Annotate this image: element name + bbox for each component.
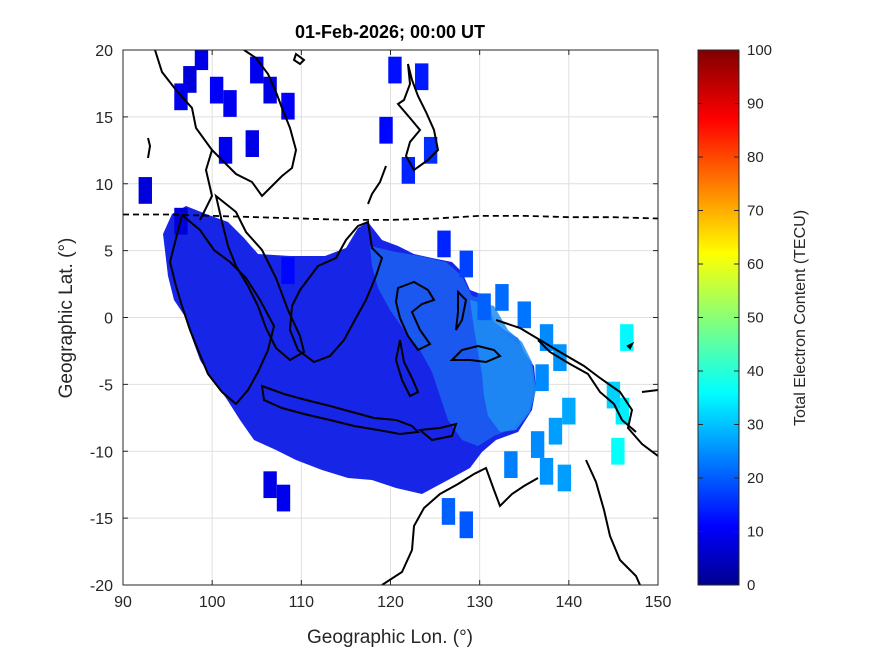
- colorbar-label: Total Electron Content (TECU): [792, 210, 809, 426]
- tec-cell: [415, 63, 429, 91]
- tec-cell: [281, 92, 295, 120]
- y-tick-label: 15: [95, 110, 113, 127]
- y-axis-ticks: -20 -15 -10 -5 0 5 10 15 20: [90, 43, 658, 595]
- tec-cell: [138, 177, 152, 204]
- tec-cell: [535, 364, 549, 392]
- tec-cell: [459, 250, 473, 278]
- y-tick-label: -20: [90, 578, 113, 595]
- x-tick-label: 110: [289, 594, 315, 611]
- tec-cell: [548, 417, 563, 445]
- tec-cell: [477, 293, 491, 321]
- tec-cell: [276, 484, 291, 512]
- tec-cell: [379, 116, 393, 144]
- colorbar-tick-label: 0: [747, 577, 755, 594]
- colorbar-tick-label: 30: [747, 417, 764, 434]
- colorbar-tick-label: 20: [747, 470, 764, 487]
- y-axis-label: Geographic Lat. (°): [56, 238, 77, 399]
- tec-cell: [441, 498, 456, 525]
- colorbar-tick-label: 10: [747, 524, 764, 541]
- tec-cell: [401, 157, 416, 184]
- tec-region-far-east: [470, 300, 536, 432]
- y-tick-label: 10: [95, 177, 113, 194]
- tec-cell: [194, 50, 209, 71]
- tec-cell: [218, 136, 233, 164]
- tec-cell: [250, 56, 264, 84]
- y-tick-label: 5: [104, 244, 113, 261]
- coastlines: [147, 50, 658, 585]
- x-tick-label: 140: [555, 594, 582, 611]
- y-tick-label: -15: [90, 511, 113, 528]
- tec-cell: [539, 457, 554, 485]
- tec-cell: [281, 257, 295, 285]
- colorbar-tick-label: 50: [747, 310, 764, 327]
- tec-cell: [223, 90, 237, 117]
- tec-cell: [245, 130, 259, 157]
- tec-map: [163, 206, 536, 494]
- tec-cell: [423, 136, 438, 164]
- chart-title: 01-Feb-2026; 00:00 UT: [295, 22, 485, 42]
- tec-cell: [263, 471, 277, 499]
- y-tick-label: 20: [95, 43, 113, 60]
- colorbar: [697, 49, 740, 586]
- colorbar-tick-label: 80: [747, 149, 764, 166]
- x-tick-label: 90: [114, 594, 132, 611]
- colorbar-tick-label: 100: [747, 42, 772, 59]
- x-tick-label: 120: [377, 594, 404, 611]
- tec-cell: [388, 56, 402, 84]
- y-tick-label: -5: [99, 377, 113, 394]
- x-tick-label: 150: [645, 594, 672, 611]
- colorbar-tick-label: 60: [747, 256, 764, 273]
- x-axis-ticks: 90 100 110 120 130 140 150: [114, 50, 671, 611]
- tec-cell: [459, 511, 473, 539]
- x-axis-label: Geographic Lon. (°): [307, 627, 473, 648]
- colorbar-tick-label: 90: [747, 96, 764, 113]
- tec-cell: [263, 76, 277, 104]
- tec-cell: [562, 397, 576, 425]
- colorbar-tick-label: 70: [747, 203, 764, 220]
- x-tick-label: 130: [466, 594, 493, 611]
- tec-cell: [437, 230, 451, 258]
- tec-cell: [504, 451, 518, 478]
- y-tick-label: -10: [90, 444, 113, 461]
- tec-cell: [611, 437, 625, 465]
- colorbar-tick-label: 40: [747, 363, 764, 380]
- tec-cell: [517, 301, 531, 329]
- tec-cell: [530, 431, 545, 458]
- tec-cell: [557, 464, 572, 492]
- colorbar-ticks: 0 10 20 30 40 50 60 70 80 90 100: [698, 42, 772, 594]
- tec-cell: [495, 284, 509, 311]
- x-tick-label: 100: [199, 594, 226, 611]
- y-tick-label: 0: [104, 311, 113, 328]
- tec-cell: [209, 76, 224, 104]
